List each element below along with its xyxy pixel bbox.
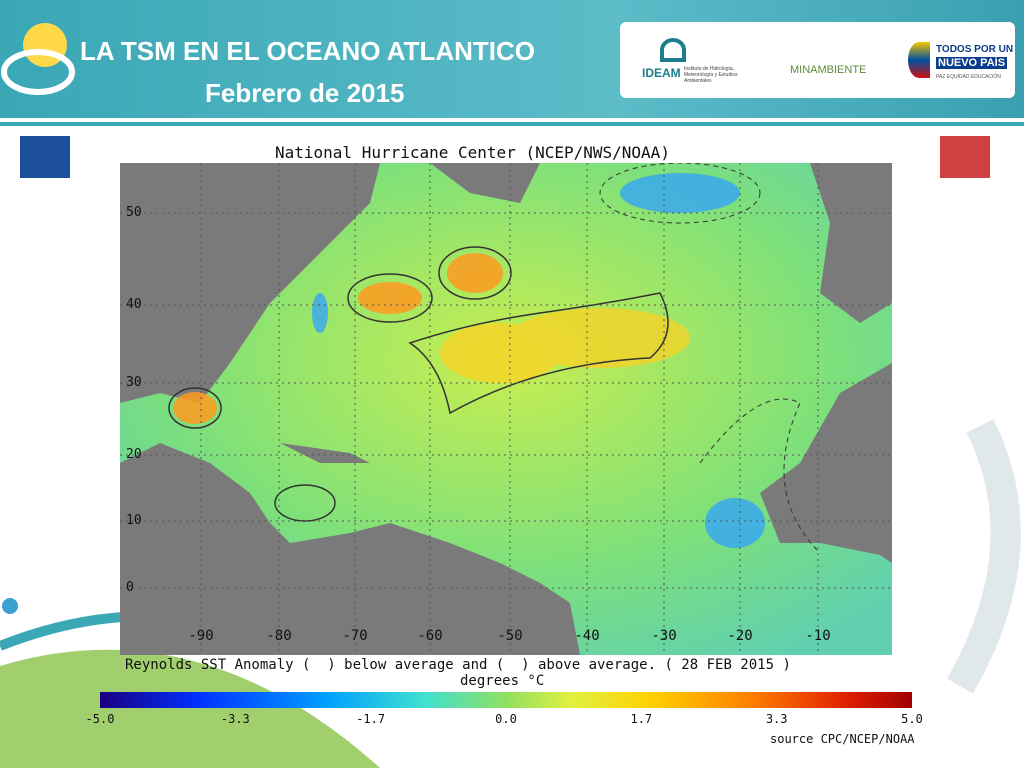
logo-text: Instituto de Hidrología, Meteorología y … [684, 66, 738, 84]
source-label: source CPC/NCEP/NOAA [770, 732, 915, 746]
longitude-label: -90 [188, 628, 214, 644]
logo-text: MINAMBIENTE [790, 64, 867, 76]
latitude-label: 50 [126, 205, 142, 220]
longitude-label: -80 [266, 628, 292, 644]
logo-icon [908, 42, 930, 78]
subtitle: Febrero de 2015 [205, 78, 405, 108]
map-title: National Hurricane Center (NCEP/NWS/NOAA… [275, 143, 670, 162]
colorbar-tick-label: 1.7 [630, 712, 653, 726]
logo-text: IDEAM [642, 66, 681, 80]
latitude-label: 10 [126, 513, 142, 528]
latitude-label: 30 [126, 375, 142, 390]
logo-text: PAZ EQUIDAD EDUCACIÓN [936, 74, 1001, 80]
longitude-label: -10 [805, 628, 831, 644]
logo-icon [660, 38, 686, 62]
longitude-label: -70 [342, 628, 368, 644]
logo-text: NUEVO PAÍS [936, 57, 1008, 69]
title: LA TSM EN EL OCEANO ATLANTICO [80, 36, 535, 66]
colorbar [100, 692, 912, 708]
colorbar-tick-label: 0.0 [495, 712, 517, 726]
longitude-label: -60 [417, 628, 443, 644]
weather-icon [1, 23, 75, 95]
units-label: degrees °C [460, 673, 545, 689]
sst-map [120, 163, 892, 655]
colorbar-tick-label: 5.0 [901, 712, 923, 726]
latitude-label: 0 [126, 580, 134, 595]
latitude-label: 20 [126, 447, 142, 462]
longitude-label: -30 [651, 628, 677, 644]
logo-panel: IDEAM Instituto de Hidrología, Meteorolo… [620, 22, 1015, 98]
longitude-label: -40 [574, 628, 600, 644]
colorbar-tick-label: -3.3 [220, 712, 250, 726]
colorbar-tick-label: -5.0 [85, 712, 115, 726]
logo-text: TODOS POR UN [936, 44, 1014, 55]
colorbar-tick-label: -1.7 [356, 712, 386, 726]
map-caption: Reynolds SST Anomaly ( ) below average a… [125, 657, 791, 673]
latitude-label: 40 [126, 297, 142, 312]
divider [0, 122, 1024, 126]
longitude-label: -50 [497, 628, 523, 644]
colorbar-tick-label: 3.3 [765, 712, 788, 726]
slide-decor [0, 136, 1021, 768]
longitude-label: -20 [727, 628, 753, 644]
